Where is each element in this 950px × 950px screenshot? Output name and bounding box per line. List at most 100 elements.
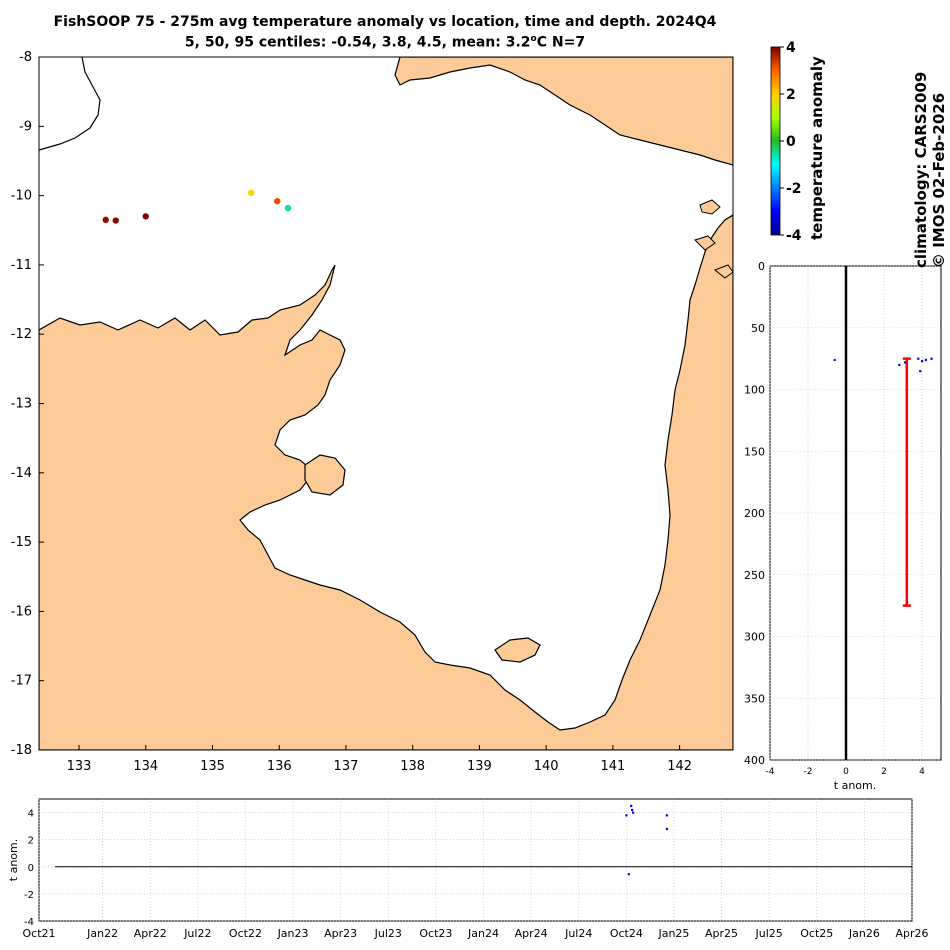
map-x-tick-label: 137	[334, 759, 359, 774]
colorbar-tick-label: 4	[786, 40, 796, 56]
timeseries-point	[630, 804, 633, 807]
map-y-tick-label: -15	[11, 535, 32, 550]
timeseries-x-tick-label: Apr25	[705, 927, 738, 940]
depth-point	[917, 357, 920, 360]
subtitle-count: C N=7	[536, 34, 586, 51]
colorbar-tick-label: 2	[786, 87, 796, 103]
map-x-tick-label: 142	[667, 759, 692, 774]
map-panel: 133 134 135 136 137 138 139 140 141 142 -8 -9 -10 -1…	[11, 50, 734, 774]
depth-point	[898, 363, 901, 366]
timeseries-panel: Oct21 Jan22 Apr22 Jul22 Oct22 Jan23 Apr23 Jul23…	[7, 798, 929, 940]
map-y-tick-label: -14	[11, 466, 32, 481]
timeseries-ylabel: t anom.	[7, 839, 20, 881]
map-y-tick-label: -12	[11, 327, 32, 342]
colorbar-ticks: 4 2 0 -2 -4	[780, 40, 802, 244]
map-y-tick-label: -18	[11, 743, 32, 758]
map-point	[102, 216, 109, 224]
chart-title: FishSOOP 75 - 275m avg temperature anoma…	[53, 14, 717, 30]
depth-marks	[833, 266, 933, 760]
depth-xlabel: t anom.	[834, 779, 876, 792]
land-groote-eylandt	[304, 454, 346, 496]
timeseries-point	[665, 827, 669, 831]
timeseries-ticks: Oct21 Jan22 Apr22 Jul22 Oct22 Jan23 Apr23 Jul23…	[22, 809, 928, 940]
depth-y-tick-label: 50	[751, 322, 765, 335]
timeseries-grid	[38, 799, 913, 922]
depth-x-tick-label: -4	[766, 767, 775, 777]
map-point	[274, 197, 281, 205]
map-y-tick-label: -9	[19, 119, 32, 134]
map-x-tick-label: 134	[133, 759, 158, 774]
subtitle-stats: 5, 50, 95 centiles: -0.54, 3.8, 4.5, mea…	[184, 34, 531, 51]
timeseries-y-tick-label: 2	[28, 836, 34, 847]
map-y-tick-label: -16	[11, 604, 32, 619]
depth-frame	[769, 265, 942, 761]
timeseries-x-tick-label: Apr23	[324, 927, 357, 940]
depth-point	[921, 360, 924, 363]
timeseries-y-tick-label: -2	[24, 890, 34, 901]
timeseries-x-tick-label: Jan26	[848, 927, 880, 940]
map-points	[102, 189, 292, 224]
land-torres-1	[699, 199, 721, 215]
map-point	[112, 217, 119, 224]
timeseries-x-tick-label: Jul23	[374, 927, 402, 940]
timeseries-y-tick-label: -4	[24, 917, 34, 928]
depth-y-tick-label: 400	[744, 754, 765, 767]
timeseries-x-tick-label: Oct21	[22, 927, 55, 940]
timeseries-x-tick-label: Oct23	[419, 927, 452, 940]
timeseries-x-tick-label: Jan25	[657, 927, 689, 940]
depth-y-tick-label: 350	[744, 692, 765, 705]
timeseries-point	[665, 814, 669, 817]
map-x-ticks: 133 134 135 136 137 138 139 140 141 142	[67, 745, 692, 774]
timeseries-x-tick-label: Jan24	[467, 927, 499, 940]
map-y-tick-label: -13	[11, 397, 32, 412]
depth-x-tick-label: 0	[843, 767, 849, 777]
chart-subtitle: 5, 50, 95 centiles: -0.54, 3.8, 4.5, mea…	[0, 34, 770, 51]
timeseries-x-tick-label: Jan22	[86, 927, 118, 940]
land-layer	[39, 57, 733, 750]
map-point	[284, 204, 292, 212]
timeseries-x-tick-label: Jul24	[564, 927, 592, 940]
land-mainland	[39, 214, 733, 750]
colorbar-gradient	[770, 46, 781, 236]
colorbar: 4 2 0 -2 -4	[770, 40, 802, 244]
colorbar-tick-label: -2	[786, 181, 802, 197]
timeseries-x-tick-label: Apr24	[515, 927, 548, 940]
depth-x-tick-label: -2	[804, 767, 813, 777]
colorbar-tick-label: 0	[786, 134, 796, 150]
map-y-ticks: -8 -9 -10 -11 -12 -13 -14 -15 -16 -17 -18	[11, 50, 44, 758]
map-x-tick-label: 136	[267, 759, 292, 774]
land-wellesley	[494, 637, 541, 663]
timeseries-point	[625, 814, 628, 817]
depth-x-tick-label: 4	[919, 767, 925, 777]
map-x-tick-label: 139	[467, 759, 492, 774]
depth-ticks: 0 50 100 150 200 250 300 350 400-4 -2 0 2 4	[744, 260, 925, 777]
depth-x-tick-label: 2	[881, 767, 887, 777]
timeseries-point	[631, 811, 635, 814]
depth-y-tick-label: 0	[758, 260, 765, 273]
timeseries-point	[627, 873, 630, 876]
timeseries-x-tick-label: Apr22	[134, 927, 167, 940]
map-y-tick-label: -17	[11, 674, 32, 689]
timeseries-x-tick-label: Oct24	[610, 927, 643, 940]
timeseries-point	[631, 808, 634, 812]
depth-point	[924, 358, 927, 362]
timeseries-frame	[38, 798, 913, 922]
depth-point	[833, 358, 836, 362]
map-x-tick-label: 133	[67, 759, 92, 774]
depth-y-tick-label: 200	[744, 507, 765, 520]
depth-y-tick-label: 250	[744, 569, 765, 582]
land-torres-3	[714, 264, 733, 279]
depth-point	[930, 357, 933, 360]
timeseries-x-tick-label: Jul25	[755, 927, 783, 940]
climatology-label: climatology: CARS2009	[912, 71, 930, 268]
copyright-label: © IMOS 02-Feb-2026	[930, 92, 948, 268]
coastline-timor	[38, 56, 101, 151]
map-x-tick-label: 138	[400, 759, 425, 774]
map-x-tick-label: 140	[534, 759, 559, 774]
timeseries-x-tick-label: Oct22	[229, 927, 262, 940]
timeseries-x-tick-label: Jul22	[183, 927, 211, 940]
map-point	[248, 189, 255, 197]
timeseries-x-tick-label: Jan23	[277, 927, 309, 940]
timeseries-y-tick-label: 4	[28, 809, 34, 820]
